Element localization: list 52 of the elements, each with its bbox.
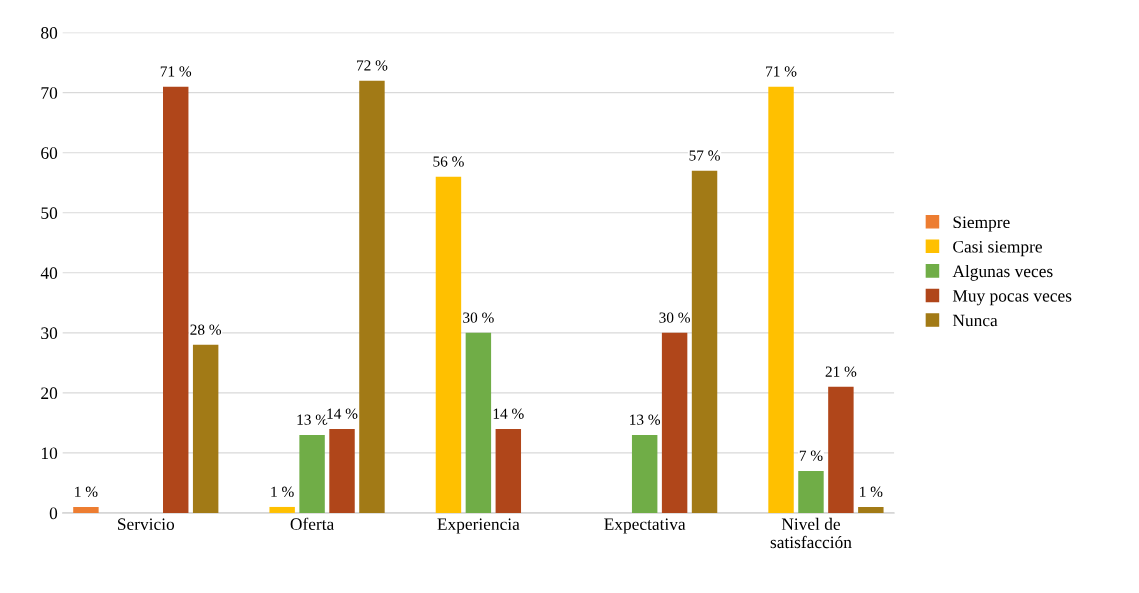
y-tick-label: 40 xyxy=(40,267,58,279)
legend-label: Muy pocas veces xyxy=(952,290,1072,306)
bar xyxy=(798,470,824,513)
bar xyxy=(661,332,688,513)
data-label: 7 % xyxy=(799,450,823,461)
data-label: 1 % xyxy=(271,486,294,497)
data-label: 21 % xyxy=(825,366,857,377)
bar xyxy=(858,506,884,513)
y-tick-label: 50 xyxy=(41,207,58,219)
data-label: 1 % xyxy=(860,486,883,497)
data-label: 14 % xyxy=(327,408,358,419)
bar xyxy=(495,428,522,513)
data-label: 14 % xyxy=(493,408,524,419)
x-tick-label: Nivel de satisfacción xyxy=(770,517,852,549)
bar xyxy=(73,506,99,513)
bar xyxy=(691,170,718,513)
data-label: 71 % xyxy=(160,66,192,77)
legend-label: Siempre xyxy=(953,216,1010,232)
legend-label: Casi siempre xyxy=(953,240,1042,257)
bar xyxy=(631,434,658,513)
data-label: 28 % xyxy=(190,324,222,335)
x-tick-label: Servicio xyxy=(118,518,175,531)
y-tick-label: 30 xyxy=(41,327,58,340)
data-label: 30 % xyxy=(659,312,690,323)
x-tick-label: Experiencia xyxy=(437,518,520,534)
y-tick-label: 0 xyxy=(49,507,58,520)
bar xyxy=(465,332,492,513)
bar xyxy=(299,434,325,513)
data-label: 1 % xyxy=(75,486,98,497)
legend-label: Nunca xyxy=(952,314,998,327)
bar xyxy=(768,86,794,513)
bar xyxy=(435,176,462,513)
bar xyxy=(359,80,385,513)
legend-label: Algunas veces xyxy=(952,264,1053,281)
data-label: 56 % xyxy=(433,156,464,167)
y-tick-label: 10 xyxy=(41,447,58,460)
bar xyxy=(329,428,355,513)
x-tick-label: Oferta xyxy=(290,517,335,531)
bar xyxy=(828,386,854,513)
x-tick-label: Expectativa xyxy=(604,518,686,534)
data-label: 71 % xyxy=(766,66,797,77)
data-label: 72 % xyxy=(357,60,388,71)
bar xyxy=(192,344,219,513)
y-tick-label: 80 xyxy=(41,27,58,39)
data-label: 57 % xyxy=(689,150,720,161)
data-label: 30 % xyxy=(463,312,494,323)
y-tick-label: 70 xyxy=(41,87,58,99)
bar xyxy=(163,86,189,513)
y-tick-label: 20 xyxy=(41,387,58,400)
data-label: 13 % xyxy=(630,414,661,425)
bar xyxy=(269,506,295,513)
y-tick-label: 60 xyxy=(41,147,58,159)
